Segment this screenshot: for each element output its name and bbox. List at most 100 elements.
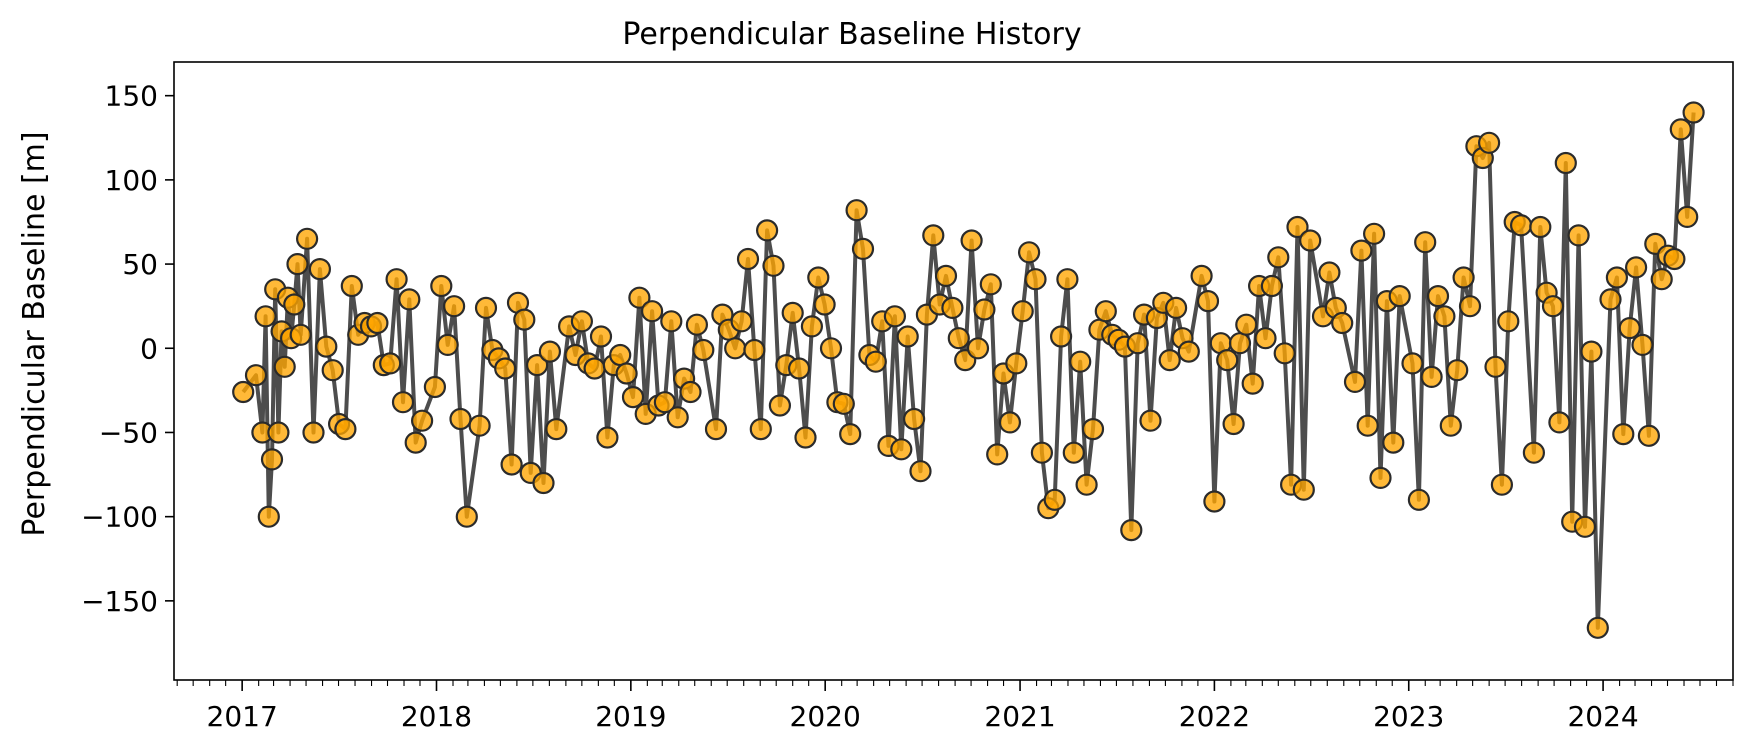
- data-point: [468, 414, 491, 437]
- data-point: [254, 305, 277, 328]
- data-point: [570, 310, 594, 333]
- data-point: [513, 308, 536, 331]
- data-point: [1362, 222, 1386, 245]
- axes-frame: [173, 61, 1734, 681]
- data-point: [1433, 305, 1456, 328]
- y-tick-label: 100: [105, 164, 158, 197]
- x-tick-label: 2020: [790, 700, 861, 733]
- data-point: [532, 471, 555, 495]
- data-point: [1586, 616, 1609, 639]
- data-point: [890, 438, 913, 461]
- data-point: [1580, 340, 1603, 363]
- data-point: [1254, 327, 1277, 350]
- data-point: [1260, 274, 1284, 298]
- data-point: [302, 421, 325, 444]
- data-point: [1446, 359, 1469, 382]
- data-point: [1497, 310, 1520, 333]
- data-point: [1190, 264, 1213, 287]
- data-point: [525, 354, 549, 377]
- data-point: [1548, 411, 1571, 434]
- data-point: [1158, 349, 1181, 372]
- data-point: [583, 357, 606, 380]
- data-point: [628, 286, 651, 309]
- x-tick-label: 2018: [401, 700, 472, 733]
- data-point: [1605, 266, 1629, 289]
- data-point: [1682, 101, 1705, 124]
- data-point: [781, 301, 804, 324]
- data-point: [1529, 215, 1552, 239]
- data-point: [232, 380, 255, 404]
- data-point: [1343, 370, 1367, 393]
- data-point: [1356, 414, 1379, 437]
- data-point: [430, 274, 453, 298]
- data-point: [1426, 285, 1450, 308]
- data-point: [1567, 224, 1590, 247]
- y-tick-label: 50: [122, 248, 158, 281]
- data-point: [1094, 300, 1117, 323]
- data-point: [922, 224, 945, 247]
- data-point: [704, 418, 728, 441]
- data-point: [436, 333, 459, 356]
- data-point: [1235, 313, 1258, 336]
- data-point: [1043, 488, 1066, 511]
- data-point: [609, 343, 632, 367]
- data-point: [621, 386, 645, 409]
- data-point: [1650, 268, 1673, 291]
- data-point: [340, 274, 363, 298]
- data-point: [1069, 350, 1092, 373]
- data-point: [500, 453, 523, 476]
- data-point: [1484, 355, 1507, 378]
- data-point: [1676, 205, 1699, 228]
- data-point: [1331, 311, 1354, 335]
- data-point: [864, 350, 887, 373]
- data-point: [839, 423, 862, 446]
- plot-area: [232, 101, 1705, 639]
- data-point: [902, 407, 926, 431]
- data-point: [896, 325, 919, 348]
- data-point: [411, 409, 434, 432]
- data-point: [1222, 412, 1245, 436]
- data-point: [1139, 409, 1162, 432]
- y-tick-label: −50: [99, 416, 158, 449]
- data-point: [286, 253, 309, 276]
- data-point: [986, 443, 1009, 466]
- data-point: [1177, 340, 1200, 363]
- data-point: [596, 426, 619, 449]
- data-point: [1286, 215, 1309, 239]
- x-minor-ticks: [176, 680, 1734, 686]
- data-point: [1369, 466, 1392, 489]
- data-point: [244, 364, 268, 387]
- y-tick-label: −150: [81, 585, 158, 618]
- x-tick-label: 2017: [207, 700, 278, 733]
- data-point: [615, 362, 638, 385]
- data-point: [1458, 295, 1482, 318]
- x-tick-label: 2019: [595, 700, 666, 733]
- data-point: [474, 296, 498, 319]
- data-point: [1401, 352, 1424, 375]
- data-point: [391, 391, 415, 414]
- data-point: [845, 199, 868, 222]
- data-point: [1420, 365, 1443, 388]
- y-axis-label: Perpendicular Baseline [m]: [17, 131, 52, 536]
- data-point: [385, 268, 408, 291]
- data-point: [494, 357, 517, 380]
- x-axis: 2017 2018 2019 2020 2021 2022 2023 2024: [207, 680, 1639, 733]
- data-point: [730, 310, 753, 333]
- data-point: [1573, 515, 1597, 538]
- data-point: [666, 406, 689, 429]
- data-point: [1663, 247, 1686, 271]
- data-point: [589, 325, 613, 348]
- y-tick-label: 150: [105, 80, 158, 113]
- data-point: [1624, 256, 1648, 279]
- data-point: [296, 227, 319, 250]
- data-point: [966, 337, 990, 360]
- data-point: [883, 305, 907, 328]
- data-point: [1062, 441, 1085, 464]
- data-point: [692, 338, 715, 362]
- data-point: [1017, 241, 1041, 264]
- data-point: [1030, 441, 1054, 464]
- x-tick-label: 2024: [1567, 700, 1638, 733]
- data-point: [1011, 300, 1034, 323]
- y-tick-label: −100: [81, 501, 158, 534]
- data-point: [1075, 473, 1098, 496]
